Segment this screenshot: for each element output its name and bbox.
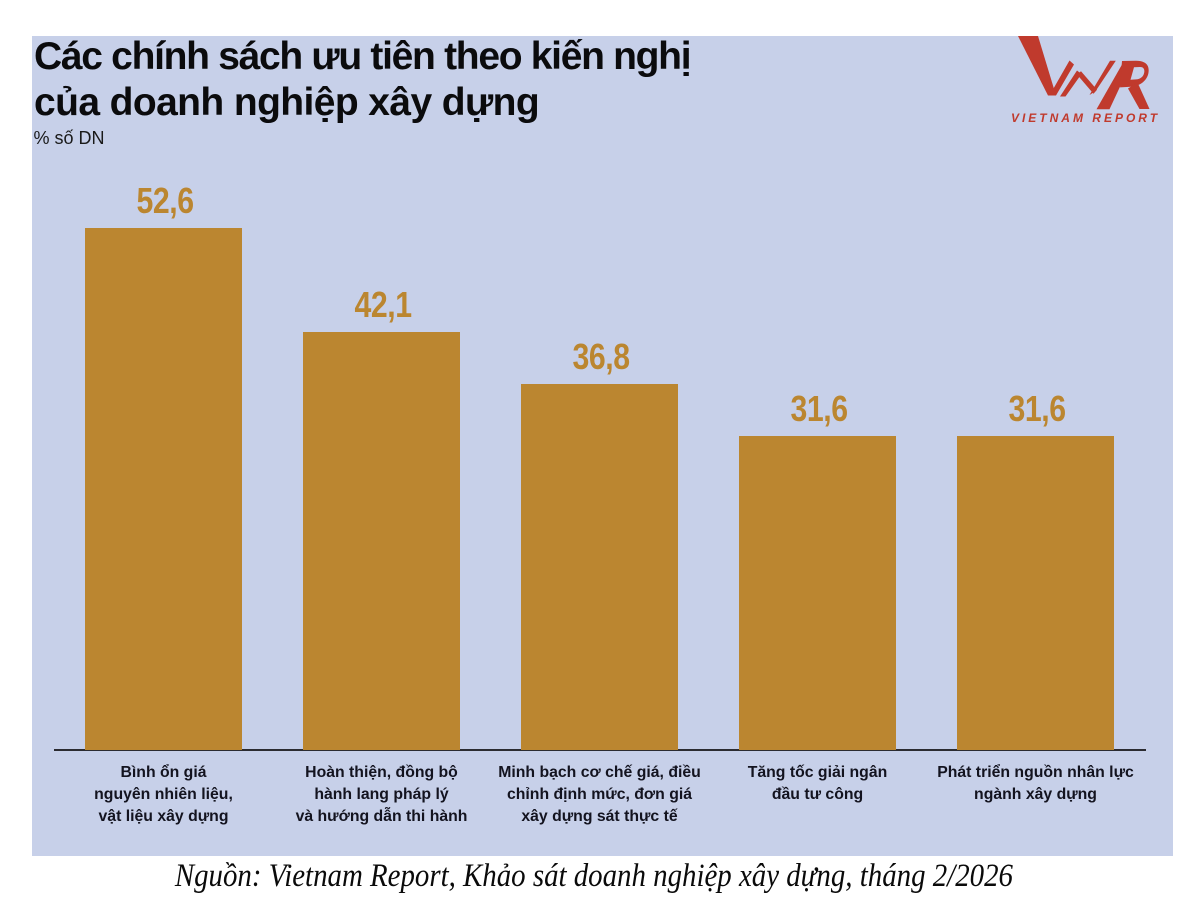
svg-text:VIETNAM REPORT: VIETNAM REPORT [1011, 111, 1160, 125]
